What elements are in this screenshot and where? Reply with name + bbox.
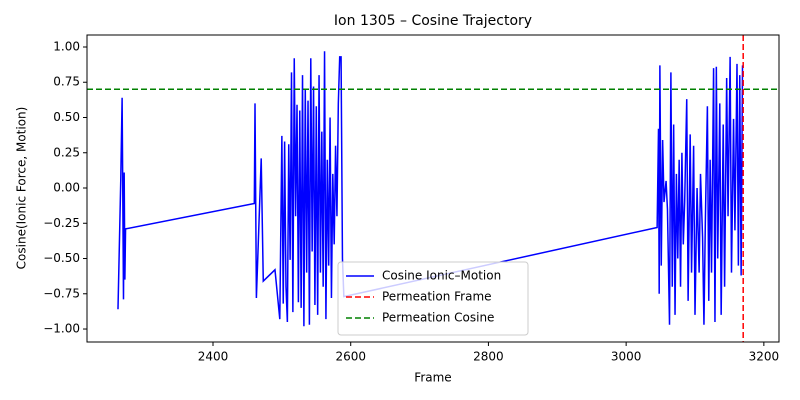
x-axis-label: Frame [414, 371, 451, 385]
y-tick-label: 0.25 [53, 145, 80, 159]
y-tick-label: −0.25 [43, 216, 80, 230]
legend-label: Permeation Frame [382, 290, 492, 304]
data-line [117, 51, 744, 327]
chart-title: Ion 1305 – Cosine Trajectory [334, 13, 532, 29]
y-tick-label: −1.00 [43, 322, 80, 336]
x-tick-label: 3200 [749, 350, 780, 364]
plot-area [87, 35, 779, 342]
y-tick-label: 0.00 [53, 181, 80, 195]
plot-frame [86, 34, 780, 343]
legend-label: Permeation Cosine [382, 311, 494, 325]
legend-box [337, 261, 529, 336]
y-tick-label: 0.50 [53, 110, 80, 124]
legend: Cosine Ionic–Motion Permeation Frame Perme… [337, 261, 529, 336]
x-tick-label: 2400 [198, 350, 229, 364]
y-tick-label: 0.75 [53, 75, 80, 89]
x-tick-label: 3000 [611, 350, 642, 364]
y-tick-label: 1.00 [53, 39, 80, 53]
x-tick-label: 2600 [335, 350, 366, 364]
y-tick-label: −0.50 [43, 251, 80, 265]
x-tick-label: 2800 [473, 350, 504, 364]
y-tick-label: −0.75 [43, 286, 80, 300]
y-axis-label: Cosine(Ionic Force, Motion) [15, 107, 29, 270]
legend-label: Cosine Ionic–Motion [382, 269, 501, 283]
